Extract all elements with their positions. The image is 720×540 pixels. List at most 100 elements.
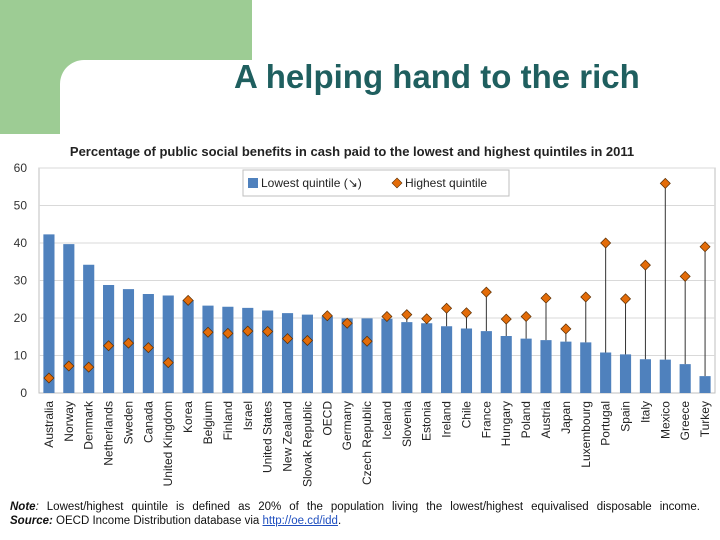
note-line: Note: Lowest/highest quintile is defined as 2…	[10, 500, 700, 514]
y-tick-label: 40	[14, 236, 28, 250]
marker-highest-quintile	[103, 340, 115, 352]
marker-highest-quintile	[460, 307, 472, 319]
x-tick-label: Australia	[42, 401, 56, 448]
x-tick-label: Italy	[638, 401, 652, 423]
marker-highest-quintile	[122, 337, 134, 349]
bar-lowest-quintile	[43, 234, 55, 393]
marker-highest-quintile	[480, 286, 492, 298]
bar-lowest-quintile	[321, 316, 333, 393]
note-word: income.	[659, 501, 700, 513]
marker-highest-quintile	[182, 294, 194, 306]
marker-highest-quintile	[520, 311, 532, 322]
bar-lowest-quintile	[480, 331, 492, 393]
y-tick-label: 0	[20, 386, 27, 400]
chart-title: Percentage of public social benefits in …	[70, 144, 634, 159]
marker-highest-quintile	[679, 270, 691, 282]
bar-lowest-quintile	[202, 305, 214, 393]
source-end: .	[337, 515, 342, 527]
legend: Lowest quintile (↘) Highest quintile	[242, 169, 510, 197]
marker-highest-quintile	[500, 313, 512, 325]
x-tick-label: Finland	[221, 401, 235, 440]
bar-lowest-quintile	[83, 264, 95, 393]
marker-highest-quintile	[162, 357, 174, 369]
x-tick-label: Israel	[241, 401, 255, 430]
x-tick-label: Estonia	[420, 401, 434, 441]
note-word: quintile	[131, 501, 168, 513]
bar-lowest-quintile	[540, 340, 552, 393]
bar-lowest-quintile	[460, 328, 473, 393]
bar-lowest-quintile	[182, 300, 194, 393]
x-tick-label: Spain	[619, 401, 633, 432]
bar-lowest-quintile	[281, 313, 294, 393]
x-tick-label: Slovenia	[400, 401, 414, 447]
x-tick-label: Denmark	[82, 400, 96, 450]
x-tick-label: Czech Republic	[360, 401, 374, 485]
legend-diamond-swatch	[391, 177, 403, 189]
note-word: as	[238, 501, 251, 513]
x-tick-label: Turkey	[698, 401, 712, 437]
legend-bar-swatch	[248, 178, 258, 188]
marker-highest-quintile	[580, 291, 592, 303]
bar-lowest-quintile	[580, 342, 592, 393]
bar-lowest-quintile	[401, 322, 413, 393]
marker-highest-quintile	[560, 323, 572, 335]
y-tick-label: 10	[14, 349, 28, 363]
source-link[interactable]: http://oe.cd/idd	[262, 515, 338, 527]
bar-lowest-quintile	[162, 295, 174, 393]
x-tick-label: Poland	[519, 401, 533, 438]
marker-highest-quintile	[421, 313, 433, 325]
x-tick-label: United Kingdom	[161, 401, 175, 486]
x-tick-label: United States	[261, 401, 275, 473]
x-tick-label: Japan	[559, 401, 573, 434]
bar-lowest-quintile	[341, 318, 353, 393]
y-tick-label: 50	[14, 199, 28, 213]
bar-lowest-quintile	[560, 341, 572, 393]
bar-lowest-quintile	[441, 326, 453, 393]
note-word: Lowest/highest	[46, 501, 124, 513]
y-tick-label: 60	[14, 161, 28, 175]
bar-lowest-quintile	[659, 359, 671, 393]
source-label: Source:	[10, 515, 53, 527]
marker-highest-quintile	[699, 241, 711, 253]
bar-lowest-quintile	[381, 318, 393, 393]
marker-highest-quintile	[202, 326, 214, 338]
x-tick-label: Sweden	[121, 401, 135, 444]
title-panel	[60, 60, 720, 150]
note-word: 20%	[258, 501, 282, 513]
slide-title: A helping hand to the rich	[234, 58, 640, 95]
bar-lowest-quintile	[619, 354, 632, 393]
x-tick-label: Ireland	[440, 401, 454, 438]
x-tick-label: Iceland	[380, 401, 394, 440]
legend-lowest-label: Lowest quintile (↘)	[261, 176, 362, 190]
marker-highest-quintile	[282, 333, 294, 345]
marker-highest-quintile	[242, 325, 254, 337]
marker-highest-quintile	[222, 327, 234, 339]
bar-lowest-quintile	[500, 336, 512, 393]
note-word: disposable	[596, 501, 652, 513]
marker-highest-quintile	[63, 360, 75, 372]
marker-highest-quintile	[600, 237, 612, 249]
marker-highest-quintile	[262, 326, 274, 337]
y-tick-label: 30	[14, 274, 28, 288]
marker-highest-quintile	[659, 177, 671, 189]
note-label-wrap: Note:	[10, 501, 39, 513]
x-tick-label: Portugal	[599, 401, 613, 446]
x-tick-label: Chile	[459, 401, 473, 429]
marker-highest-quintile	[321, 310, 333, 322]
note-word: equivalised	[531, 501, 589, 513]
x-tick-label: France	[479, 401, 493, 439]
note-word: of	[289, 501, 299, 513]
marker-highest-quintile	[83, 361, 95, 373]
marker-highest-quintile	[301, 335, 313, 346]
x-tick-label: OECD	[320, 401, 334, 436]
source-text: OECD Income Distribution database via	[56, 515, 263, 527]
bar-lowest-quintile	[639, 359, 651, 393]
bar-lowest-quintile	[699, 376, 711, 393]
bar-lowest-quintile	[520, 338, 532, 393]
marker-highest-quintile	[341, 317, 353, 329]
note-word: the	[426, 501, 443, 513]
x-tick-label: Luxembourg	[579, 401, 593, 468]
bar-lowest-quintile	[242, 307, 254, 393]
bar-lowest-quintile	[301, 314, 313, 393]
note-word: is	[175, 501, 185, 513]
